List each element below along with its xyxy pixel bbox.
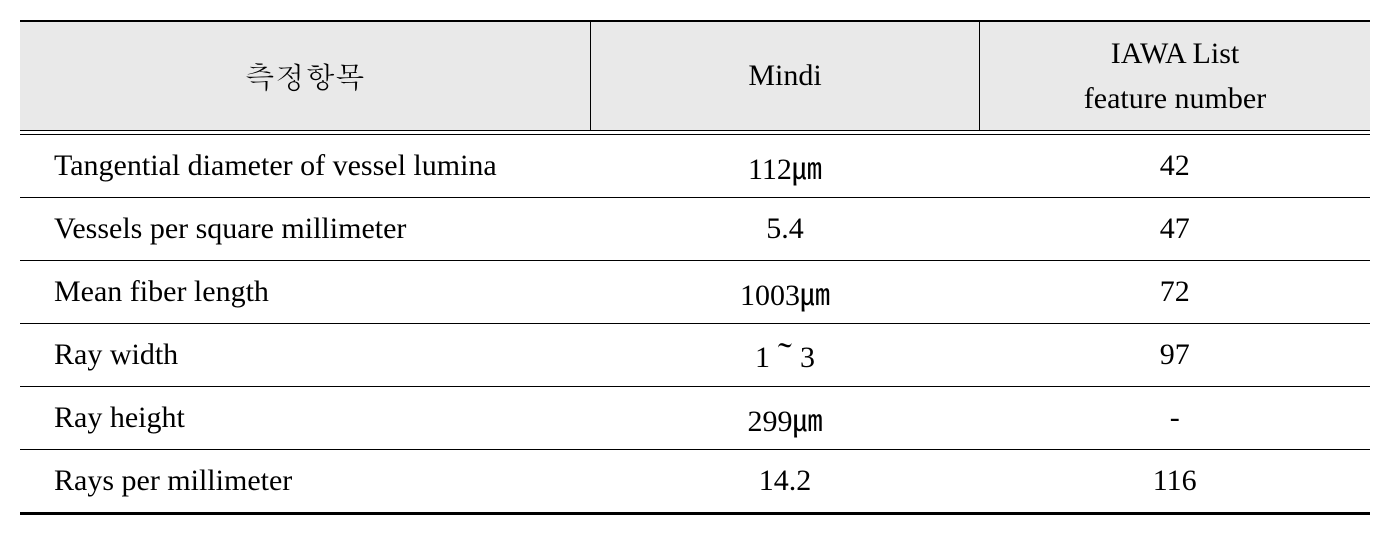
table-row: Mean fiber length 1003㎛ 72 (20, 261, 1370, 324)
cell-feature: 116 (980, 450, 1371, 514)
cell-feature: 97 (980, 324, 1371, 387)
cell-measure: Vessels per square millimeter (20, 198, 591, 261)
cell-feature: 42 (980, 135, 1371, 198)
cell-measure: Ray height (20, 387, 591, 450)
table-row: Ray width 1～3 97 (20, 324, 1370, 387)
cell-value: 1～3 (591, 324, 980, 387)
table-row: Vessels per square millimeter 5.4 47 (20, 198, 1370, 261)
header-iawa-line1: IAWA List (980, 31, 1370, 76)
header-cell-mindi: Mindi (591, 21, 980, 131)
table-header: 측정항목 Mindi IAWA List feature number (20, 21, 1370, 135)
cell-feature: 47 (980, 198, 1371, 261)
header-cell-iawa: IAWA List feature number (980, 21, 1371, 131)
cell-value: 14.2 (591, 450, 980, 514)
cell-measure: Rays per millimeter (20, 450, 591, 514)
table-row: Rays per millimeter 14.2 116 (20, 450, 1370, 514)
table-body: Tangential diameter of vessel lumina 112… (20, 135, 1370, 514)
data-table: 측정항목 Mindi IAWA List feature number Tang… (20, 20, 1370, 515)
cell-feature: 72 (980, 261, 1371, 324)
table-row: Ray height 299㎛ - (20, 387, 1370, 450)
cell-value: 299㎛ (591, 387, 980, 450)
cell-value: 1003㎛ (591, 261, 980, 324)
cell-measure: Tangential diameter of vessel lumina (20, 135, 591, 198)
table-row: Tangential diameter of vessel lumina 112… (20, 135, 1370, 198)
header-cell-measure: 측정항목 (20, 21, 591, 131)
cell-measure: Ray width (20, 324, 591, 387)
cell-value: 112㎛ (591, 135, 980, 198)
cell-value: 5.4 (591, 198, 980, 261)
header-iawa-line2: feature number (980, 76, 1370, 121)
cell-measure: Mean fiber length (20, 261, 591, 324)
cell-feature: - (980, 387, 1371, 450)
